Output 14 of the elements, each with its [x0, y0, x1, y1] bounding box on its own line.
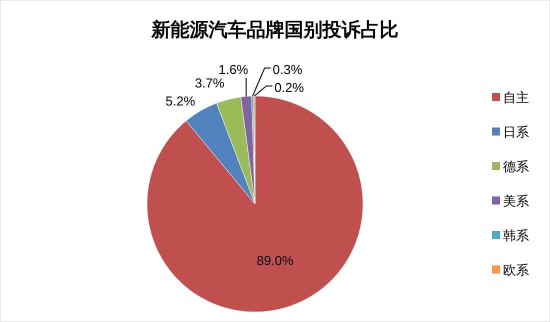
- data-label: 5.2%: [166, 93, 196, 108]
- legend-label: 韩系: [503, 228, 529, 243]
- data-label: 3.7%: [194, 75, 225, 90]
- pie-slice: [146, 96, 364, 312]
- data-label: 0.2%: [274, 80, 304, 95]
- legend-label: 德系: [503, 159, 529, 174]
- legend-label: 美系: [503, 194, 529, 208]
- legend-label: 日系: [503, 124, 529, 140]
- data-label: 89.0%: [256, 252, 294, 268]
- chart-title: 新能源汽车品牌国别投诉占比: [150, 19, 398, 41]
- legend-label: 自主: [503, 90, 529, 105]
- legend-label: 欧系: [503, 262, 529, 278]
- data-label: 1.6%: [218, 62, 249, 77]
- data-label: 0.3%: [272, 62, 303, 77]
